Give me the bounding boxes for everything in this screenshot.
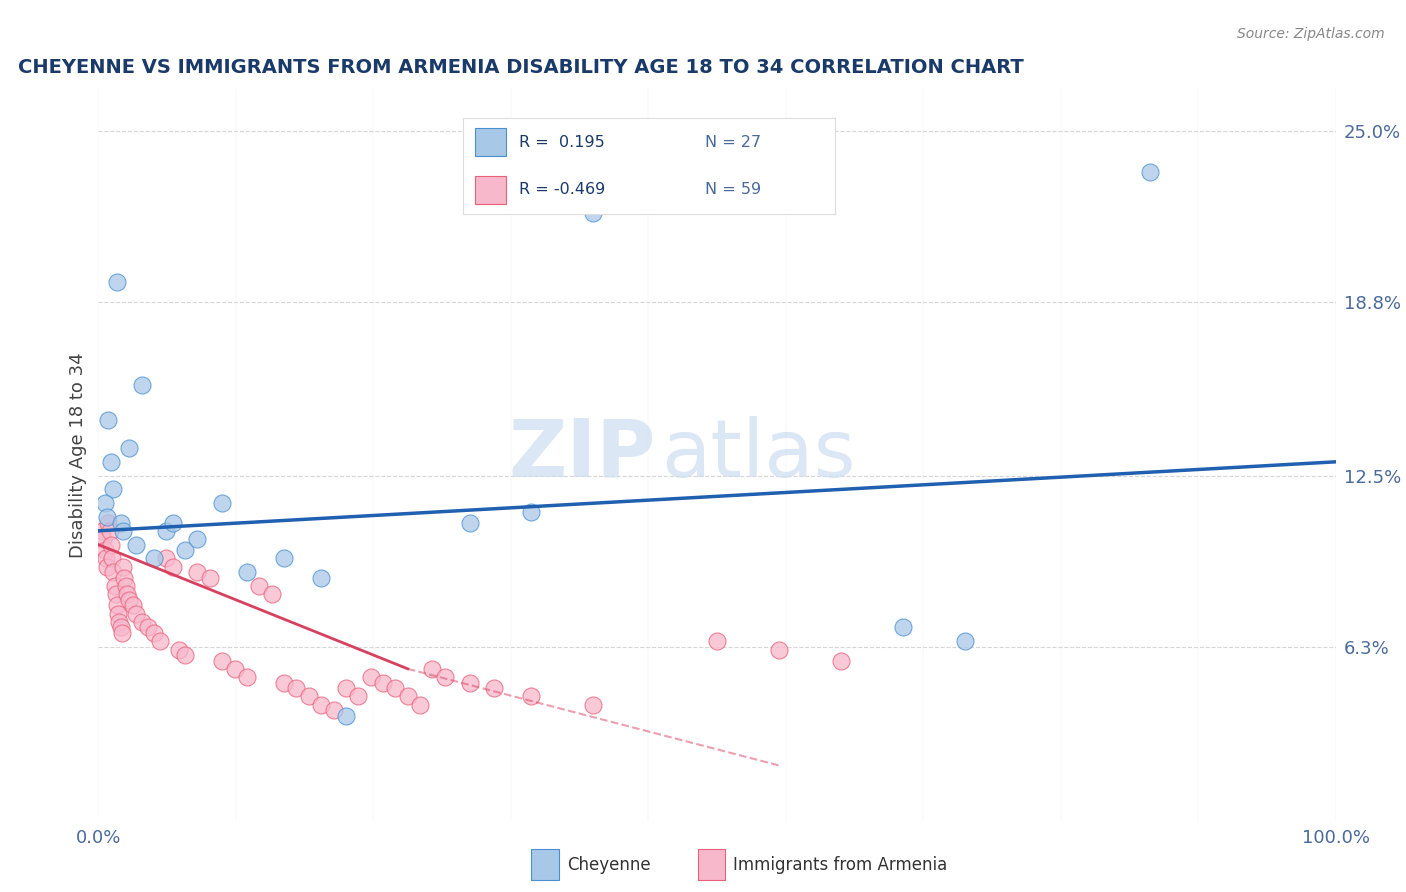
Point <box>520 690 543 704</box>
Point <box>93 532 115 546</box>
Point <box>108 615 131 629</box>
Text: Source: ZipAtlas.com: Source: ZipAtlas.com <box>1237 27 1385 41</box>
Point <box>371 675 394 690</box>
Point <box>409 698 432 712</box>
Point <box>211 496 233 510</box>
Point <box>97 413 120 427</box>
Point <box>224 662 246 676</box>
Point <box>110 516 132 530</box>
Point <box>260 587 283 601</box>
Point <box>298 690 321 704</box>
Text: ZIP: ZIP <box>508 416 655 494</box>
Point <box>112 559 135 574</box>
Point <box>186 566 208 580</box>
Point <box>149 634 172 648</box>
Point <box>273 675 295 690</box>
Point <box>162 516 184 530</box>
Point <box>335 681 357 695</box>
Point <box>768 642 790 657</box>
Point <box>143 626 166 640</box>
Point <box>107 607 129 621</box>
Text: atlas: atlas <box>661 416 856 494</box>
Point <box>122 599 145 613</box>
Point <box>236 566 259 580</box>
Point <box>97 516 120 530</box>
Point <box>211 654 233 668</box>
Point <box>112 524 135 538</box>
Point <box>309 571 332 585</box>
Point <box>582 698 605 712</box>
Point <box>110 620 132 634</box>
Point <box>309 698 332 712</box>
Point <box>335 708 357 723</box>
Point <box>891 620 914 634</box>
Point <box>162 559 184 574</box>
Point <box>830 654 852 668</box>
Point <box>458 675 481 690</box>
Point <box>273 551 295 566</box>
Point <box>98 524 121 538</box>
Point <box>124 538 146 552</box>
Point <box>143 551 166 566</box>
Point <box>136 620 159 634</box>
Point <box>433 670 456 684</box>
Point <box>94 551 117 566</box>
Point <box>103 579 125 593</box>
Point <box>105 599 128 613</box>
Point <box>105 276 128 290</box>
Point <box>103 566 125 580</box>
Point <box>91 524 114 538</box>
Point <box>706 634 728 648</box>
Point <box>186 532 208 546</box>
Point <box>131 377 153 392</box>
Point <box>111 626 134 640</box>
Text: CHEYENNE VS IMMIGRANTS FROM ARMENIA DISABILITY AGE 18 TO 34 CORRELATION CHART: CHEYENNE VS IMMIGRANTS FROM ARMENIA DISA… <box>18 57 1024 77</box>
Point <box>155 524 177 538</box>
Point <box>520 504 543 518</box>
Point <box>582 206 605 220</box>
Point <box>96 510 118 524</box>
Point <box>198 571 221 585</box>
Point <box>96 559 118 574</box>
Point <box>384 681 406 695</box>
Point <box>285 681 308 695</box>
Point <box>396 690 419 704</box>
Point <box>124 607 146 621</box>
Point <box>347 690 370 704</box>
Point <box>115 587 138 601</box>
Point <box>236 670 259 684</box>
Point <box>1139 165 1161 179</box>
Point <box>167 642 190 657</box>
Point <box>100 538 122 552</box>
Point <box>100 455 122 469</box>
Point <box>247 579 270 593</box>
Point <box>93 496 115 510</box>
Point <box>155 551 177 566</box>
Point <box>118 441 141 455</box>
Point <box>422 662 444 676</box>
Point <box>322 703 344 717</box>
Point <box>458 516 481 530</box>
Point <box>104 587 127 601</box>
Point <box>114 579 136 593</box>
Point <box>174 543 197 558</box>
Point <box>131 615 153 629</box>
Point <box>93 543 115 558</box>
Point <box>174 648 197 662</box>
Point <box>103 483 125 497</box>
Point <box>953 634 976 648</box>
Point <box>360 670 382 684</box>
Y-axis label: Disability Age 18 to 34: Disability Age 18 to 34 <box>69 352 87 558</box>
Point <box>118 592 141 607</box>
Point <box>484 681 506 695</box>
Point <box>112 571 135 585</box>
Point <box>101 551 124 566</box>
